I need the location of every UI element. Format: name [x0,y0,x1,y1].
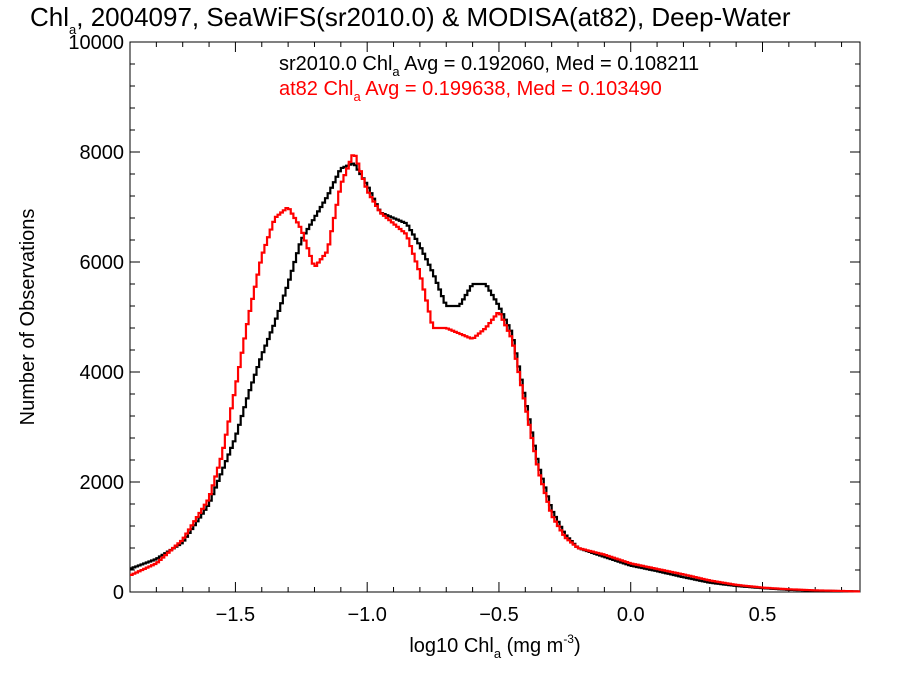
axis-tick-labels: −1.5 −1.0 −0.5 0.0 0.5 0 2000 4000 6000 8000 10000 [68,32,776,626]
x-axis-label-mid: (mg m [501,635,563,657]
x-axis-label-sub: a [494,646,502,661]
y-tick-label: 10000 [68,32,124,54]
y-tick-label: 6000 [80,252,125,274]
y-axis-label: Number of Observations [17,209,39,426]
legend-at82-sub: a [354,89,362,104]
series-line-at82 [130,154,860,593]
y-tick-label: 4000 [80,362,125,384]
x-axis-label: log10 Chla (mg m-3) [409,632,580,661]
series-line-sr2010-0 [130,162,860,593]
legend-at82-pre: at82 Chl [279,78,354,100]
y-tick-label: 8000 [80,142,125,164]
legend-sr2010-sub: a [392,64,400,79]
y-tick-label: 2000 [80,472,125,494]
legend-entry-at82: at82 Chla Avg = 0.199638, Med = 0.103490 [279,78,662,104]
legend-sr2010-post: Avg = 0.192060, Med = 0.108211 [400,53,700,75]
legend-entry-sr2010: sr2010.0 Chla Avg = 0.192060, Med = 0.10… [279,53,699,79]
x-tick-label: −0.5 [479,604,518,626]
chart-title-rest: , 2004097, SeaWiFS(sr2010.0) & MODISA(at… [76,2,791,32]
chart-title-prefix: Chl [30,2,69,32]
axis-ticks [129,41,860,593]
x-tick-label: −1.5 [216,604,255,626]
x-tick-label: 0.5 [749,604,777,626]
x-axis-label-pre: log10 Chl [409,635,494,657]
x-tick-label: 0.0 [617,604,645,626]
x-tick-label: −1.0 [347,604,386,626]
series-layer [130,154,860,593]
x-axis-label-sup: -3 [563,632,574,646]
chart-title-prefix-sub: a [69,22,77,37]
legend-at82-post: Avg = 0.199638, Med = 0.103490 [361,78,662,100]
y-tick-label: 0 [113,582,124,604]
legend-sr2010-pre: sr2010.0 Chl [279,53,392,75]
plot-frame [129,41,861,593]
x-axis-label-post: ) [574,635,581,657]
chart-title: Chla, 2004097, SeaWiFS(sr2010.0) & MODIS… [30,2,791,37]
